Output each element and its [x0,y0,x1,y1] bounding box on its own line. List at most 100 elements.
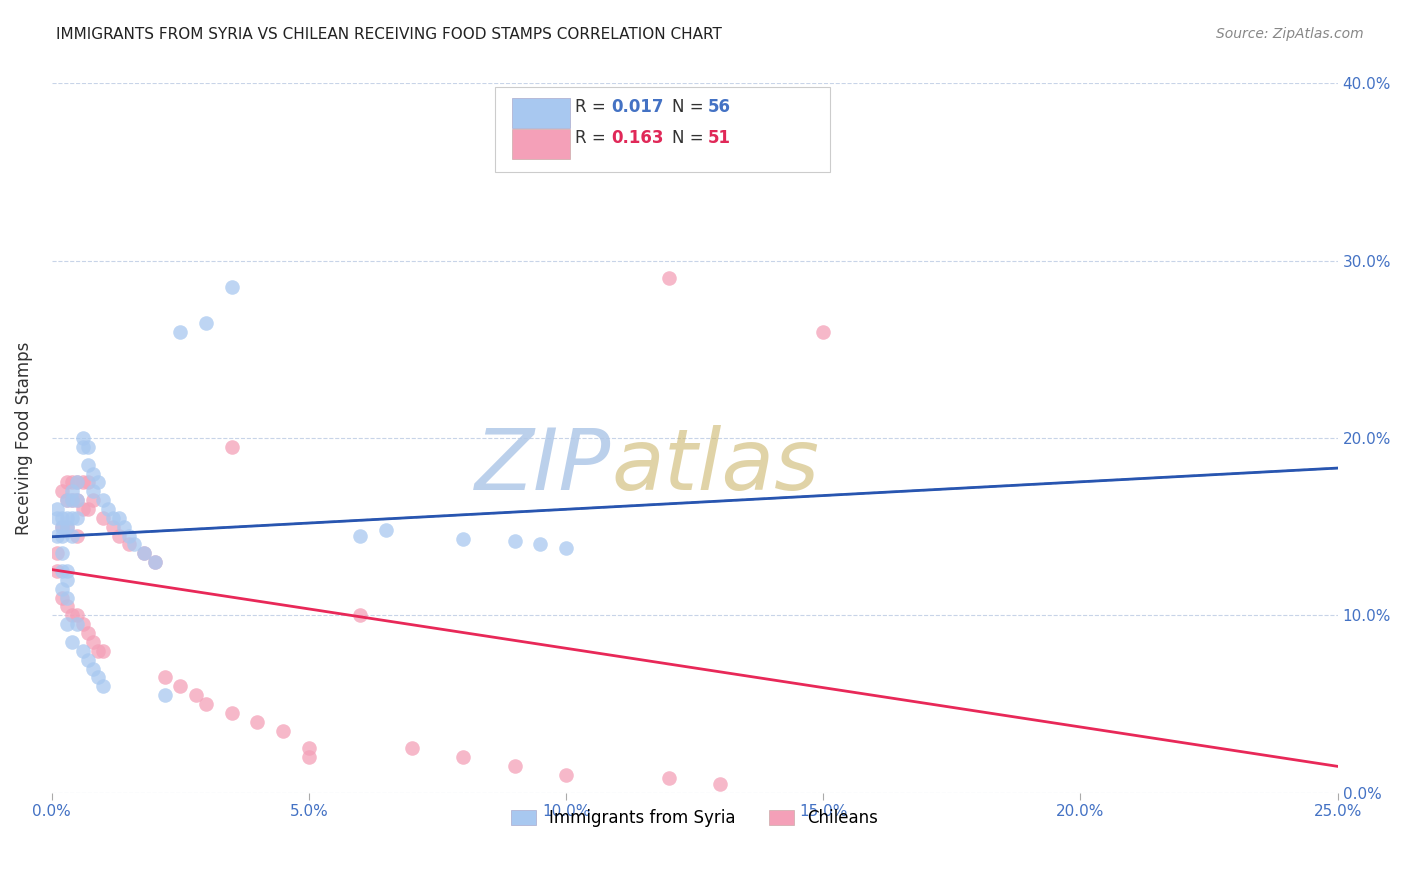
Point [153,688,176,702]
Point [658,271,681,285]
Point [813,325,835,339]
Point [298,741,321,756]
Point [51,528,73,542]
Point [451,750,474,764]
Point [45,528,67,542]
Point [709,777,731,791]
Point [221,440,243,454]
Point [503,533,526,548]
Point [82,467,104,481]
Point [51,582,73,596]
Point [60,493,83,508]
Point [76,475,98,490]
Point [66,493,89,508]
Point [60,475,83,490]
Text: R =: R = [575,129,612,147]
Point [51,564,73,578]
Point [66,493,89,508]
Point [169,679,191,693]
Point [56,493,79,508]
Text: 0.017: 0.017 [612,98,664,116]
Point [56,564,79,578]
Point [97,502,120,516]
Point [51,511,73,525]
Point [56,573,79,587]
Point [76,653,98,667]
Point [107,511,129,525]
Point [72,644,94,658]
Point [143,555,166,569]
Point [107,528,129,542]
FancyBboxPatch shape [512,97,569,128]
Point [658,772,681,786]
Point [45,502,67,516]
Point [56,617,79,632]
Point [103,511,125,525]
Point [51,546,73,560]
Point [60,484,83,499]
Point [87,644,110,658]
Point [184,688,207,702]
Point [82,635,104,649]
Point [529,537,551,551]
Point [122,537,145,551]
FancyBboxPatch shape [512,128,569,160]
Point [66,475,89,490]
Point [143,555,166,569]
Point [555,768,578,782]
Point [555,541,578,555]
Point [298,750,321,764]
Point [56,599,79,614]
Text: R =: R = [575,98,612,116]
Text: 56: 56 [707,98,731,116]
Point [72,440,94,454]
Point [169,325,191,339]
Point [82,484,104,499]
Point [56,519,79,533]
Point [153,670,176,684]
Point [112,519,135,533]
Point [72,431,94,445]
Point [51,519,73,533]
Point [82,661,104,675]
Point [60,528,83,542]
Text: 51: 51 [707,129,731,147]
Point [66,617,89,632]
Point [76,458,98,472]
Text: Source: ZipAtlas.com: Source: ZipAtlas.com [1216,27,1364,41]
Point [76,440,98,454]
Text: N =: N = [672,129,709,147]
Y-axis label: Receiving Food Stamps: Receiving Food Stamps [15,342,32,534]
Point [134,546,156,560]
Text: atlas: atlas [612,425,820,508]
Point [103,519,125,533]
Point [118,537,141,551]
Point [91,644,114,658]
Point [195,697,218,711]
Point [375,523,398,537]
Point [503,759,526,773]
Point [72,502,94,516]
Point [60,511,83,525]
Point [56,519,79,533]
Point [56,475,79,490]
Text: IMMIGRANTS FROM SYRIA VS CHILEAN RECEIVING FOOD STAMPS CORRELATION CHART: IMMIGRANTS FROM SYRIA VS CHILEAN RECEIVI… [56,27,723,42]
Point [91,679,114,693]
Point [60,635,83,649]
Point [51,519,73,533]
Point [246,714,269,729]
Point [66,608,89,623]
Point [60,493,83,508]
Point [82,493,104,508]
Point [66,511,89,525]
Point [195,316,218,330]
Point [221,280,243,294]
Point [87,670,110,684]
Point [76,626,98,640]
Text: 0.163: 0.163 [612,129,664,147]
Point [401,741,423,756]
Text: ZIP: ZIP [475,425,612,508]
Point [51,484,73,499]
Point [45,564,67,578]
Point [72,617,94,632]
